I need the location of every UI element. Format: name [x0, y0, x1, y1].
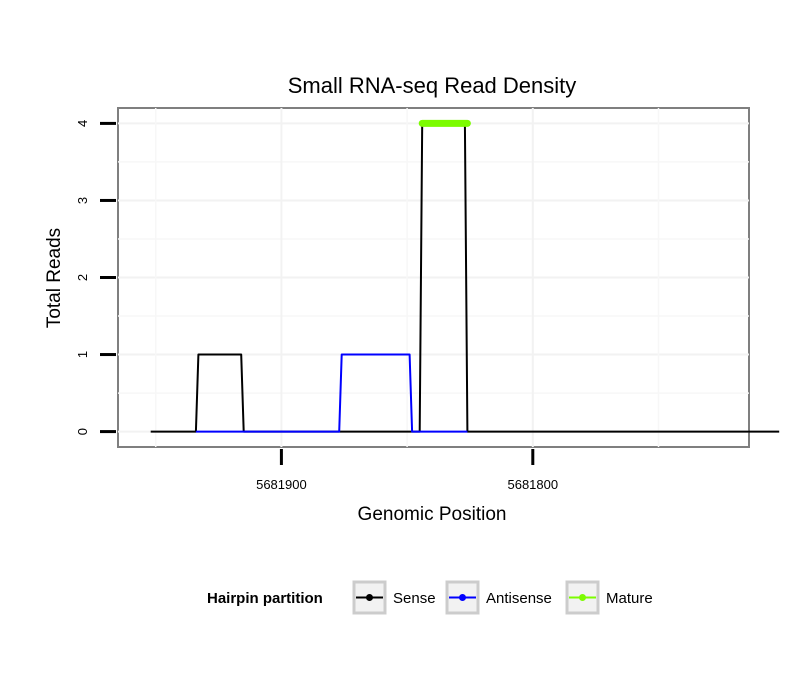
chart-title: Small RNA-seq Read Density: [288, 73, 577, 98]
series-line-sense: [150, 122, 780, 433]
y-tick-label: 1: [75, 351, 90, 358]
y-axis-title: Total Reads: [44, 228, 65, 328]
legend-point-antisense: [459, 594, 466, 601]
y-axis: 0 1 2 3 4: [75, 120, 116, 435]
y-tick-label: 3: [75, 197, 90, 204]
legend-title: Hairpin partition: [207, 590, 323, 607]
series-layer: [150, 119, 780, 433]
y-tick-label: 2: [75, 274, 90, 281]
legend-point-sense: [366, 594, 373, 601]
x-tick-label: 5681800: [507, 477, 558, 492]
series-line-antisense: [195, 353, 468, 433]
legend-label-sense: Sense: [393, 590, 436, 607]
y-tick-label: 0: [75, 428, 90, 435]
legend: Hairpin partition Sense Antisense Mature: [207, 580, 653, 615]
x-axis-title: Genomic Position: [358, 504, 507, 525]
x-axis: 5681900 5681800: [256, 449, 558, 492]
legend-label-antisense: Antisense: [486, 590, 552, 607]
legend-point-mature: [579, 594, 586, 601]
x-tick-label: 5681900: [256, 477, 307, 492]
legend-label-mature: Mature: [606, 590, 653, 607]
y-tick-label: 4: [75, 120, 90, 127]
